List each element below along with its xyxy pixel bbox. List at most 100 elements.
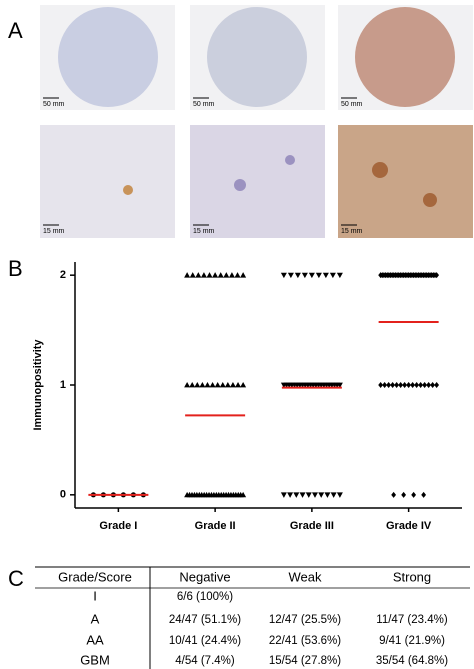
point	[421, 491, 427, 498]
point	[299, 492, 306, 498]
point	[214, 382, 221, 388]
point	[401, 491, 407, 498]
point	[235, 382, 242, 388]
point	[287, 492, 294, 498]
point	[194, 382, 201, 388]
point	[189, 382, 196, 388]
y-tick-label: 0	[60, 489, 66, 501]
point	[294, 272, 301, 279]
column-header: Weak	[289, 569, 322, 584]
point	[318, 492, 325, 498]
table-cell: 10/41 (24.4%)	[169, 635, 241, 647]
point	[391, 491, 397, 498]
point	[219, 382, 226, 388]
image	[40, 125, 175, 238]
point	[240, 491, 247, 498]
table-cell: 12/47 (25.5%)	[269, 614, 341, 626]
point	[204, 382, 211, 388]
panel-label: C	[8, 566, 24, 591]
point	[224, 382, 231, 388]
scale-bar-label: 50 mm	[341, 101, 363, 108]
table-cell: 35/54 (64.8%)	[376, 655, 448, 667]
point	[287, 272, 294, 279]
y-tick-label: 1	[60, 379, 66, 391]
point	[240, 272, 247, 278]
dot-plot: B Immunopositivity 0 1 2 Grade I Grade II Grade…	[8, 256, 462, 532]
row-header: GBM	[80, 652, 110, 667]
point	[234, 272, 241, 278]
cell	[285, 155, 295, 165]
cell	[372, 162, 388, 178]
point	[336, 272, 343, 279]
panel-label: A	[8, 18, 23, 43]
panel-label: B	[8, 256, 23, 281]
table-cell: 15/54 (27.8%)	[269, 655, 341, 667]
point	[411, 491, 417, 498]
column-header: Grade/Score	[58, 569, 132, 584]
point	[422, 382, 428, 388]
table-cell: 9/41 (21.9%)	[379, 635, 445, 647]
point	[305, 492, 312, 498]
point	[200, 272, 207, 278]
point	[336, 382, 343, 388]
y-tick-label: 2	[60, 269, 66, 281]
scale-bar-label: 15 mm	[43, 228, 65, 235]
row-header: AA	[86, 632, 104, 647]
table-cell: 22/41 (53.6%)	[269, 635, 341, 647]
point	[195, 272, 202, 278]
point	[386, 382, 392, 388]
point	[426, 382, 432, 388]
cell	[123, 185, 133, 195]
point	[414, 382, 420, 388]
tissue-core	[207, 7, 307, 107]
table-cell: 6/6 (100%)	[177, 591, 233, 603]
point	[311, 492, 318, 498]
x-tick-label: Grade II	[195, 520, 236, 532]
point	[382, 382, 388, 388]
tissue-core	[355, 7, 455, 107]
point	[280, 492, 287, 498]
point	[206, 272, 213, 278]
point	[410, 382, 416, 388]
point	[322, 272, 329, 279]
point	[209, 382, 216, 388]
point	[418, 382, 424, 388]
row-header: A	[91, 611, 100, 626]
point	[280, 272, 287, 279]
point	[223, 272, 230, 278]
cell	[423, 193, 437, 207]
point	[406, 382, 412, 388]
point	[330, 492, 337, 498]
micrographs	[40, 5, 473, 238]
column-header: Strong	[393, 569, 431, 584]
point	[329, 272, 336, 279]
scale-bar-label: 50 mm	[43, 101, 65, 108]
point	[228, 272, 235, 278]
point	[217, 272, 224, 278]
y-axis-label: Immunopositivity	[32, 339, 44, 431]
point	[378, 382, 384, 388]
table-cell: 24/47 (51.1%)	[169, 614, 241, 626]
point	[184, 382, 191, 388]
scale-bars: 50 mm 50 mm 50 mm 15 mm 15 mm 15 mm	[43, 97, 363, 235]
point	[390, 382, 396, 388]
scale-bar-label: 15 mm	[193, 228, 215, 235]
table-cell: 11/47 (23.4%)	[376, 614, 448, 626]
point	[434, 382, 440, 388]
table-cell: 4/54 (7.4%)	[175, 655, 235, 667]
point	[398, 382, 404, 388]
point	[336, 492, 343, 498]
cell	[234, 179, 246, 191]
point	[229, 382, 236, 388]
column-header: Negative	[179, 569, 230, 584]
point	[189, 272, 196, 278]
point	[293, 492, 300, 498]
x-tick-label: Grade IV	[386, 520, 432, 532]
point	[394, 382, 400, 388]
point	[434, 272, 440, 279]
point	[308, 272, 315, 279]
point	[212, 272, 219, 278]
point	[430, 382, 436, 388]
point	[324, 492, 331, 498]
